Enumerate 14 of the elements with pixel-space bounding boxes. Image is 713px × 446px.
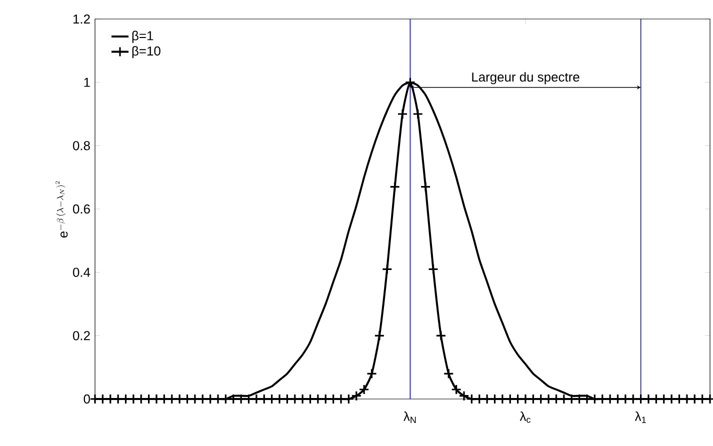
y-tick-label: 0.6 bbox=[72, 204, 90, 214]
x-tick-label: λ$_{N}$ bbox=[404, 412, 416, 424]
legend-label: β=10 bbox=[132, 46, 160, 58]
y-tick-label: 0.4 bbox=[72, 268, 90, 277]
y-axis-title: $\mathrm{e}^{-\beta\,(\lambda-\lambda_N)^2}$ bbox=[55, 181, 68, 238]
y-tick-label: 0.2 bbox=[72, 331, 90, 340]
x-tick-label: λ$_{1}$ bbox=[634, 412, 646, 424]
annotation: Largeur du spectre bbox=[472, 72, 580, 84]
y-tick-label: 0.8 bbox=[72, 141, 90, 150]
x-tick-label: λ$_{c}$ bbox=[520, 412, 531, 423]
legend-label: β=1 bbox=[132, 30, 154, 43]
y-tick-label: 1 bbox=[84, 78, 90, 87]
y-tick-label: 1.2 bbox=[73, 14, 90, 24]
y-tick-label: 0 bbox=[84, 394, 90, 404]
